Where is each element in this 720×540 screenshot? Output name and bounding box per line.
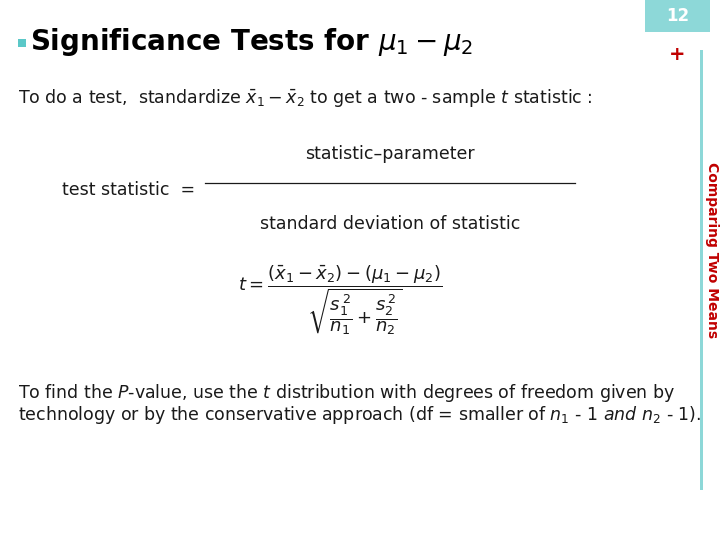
Text: Comparing Two Means: Comparing Two Means [705, 162, 719, 338]
Text: To find the $P$-value, use the $t$ distribution with degrees of freedom given by: To find the $P$-value, use the $t$ distr… [18, 382, 675, 404]
Text: statistic–parameter: statistic–parameter [305, 145, 474, 163]
FancyBboxPatch shape [645, 0, 710, 32]
Text: $t = \dfrac{(\bar{x}_1 - \bar{x}_2)-(\mu_1 - \mu_2)}{\sqrt{\dfrac{s_1^{\,2}}{n_1: $t = \dfrac{(\bar{x}_1 - \bar{x}_2)-(\mu… [238, 264, 442, 336]
Text: technology or by the conservative approach (df = smaller of $n_1$ - 1 $\mathit{a: technology or by the conservative approa… [18, 404, 701, 426]
Bar [700, 50, 703, 490]
Text: test statistic  =: test statistic = [62, 181, 195, 199]
Text: standard deviation of statistic: standard deviation of statistic [260, 215, 520, 233]
Text: To do a test,  standardize $\bar{x}_1-\bar{x}_2$ to get a two - sample $t$ stati: To do a test, standardize $\bar{x}_1-\ba… [18, 87, 593, 109]
Text: Significance Tests for $\mu_1 - \mu_2$: Significance Tests for $\mu_1 - \mu_2$ [30, 26, 473, 58]
Text: +: + [670, 44, 685, 64]
Text: 12: 12 [666, 7, 689, 25]
Bar [18, 39, 26, 47]
